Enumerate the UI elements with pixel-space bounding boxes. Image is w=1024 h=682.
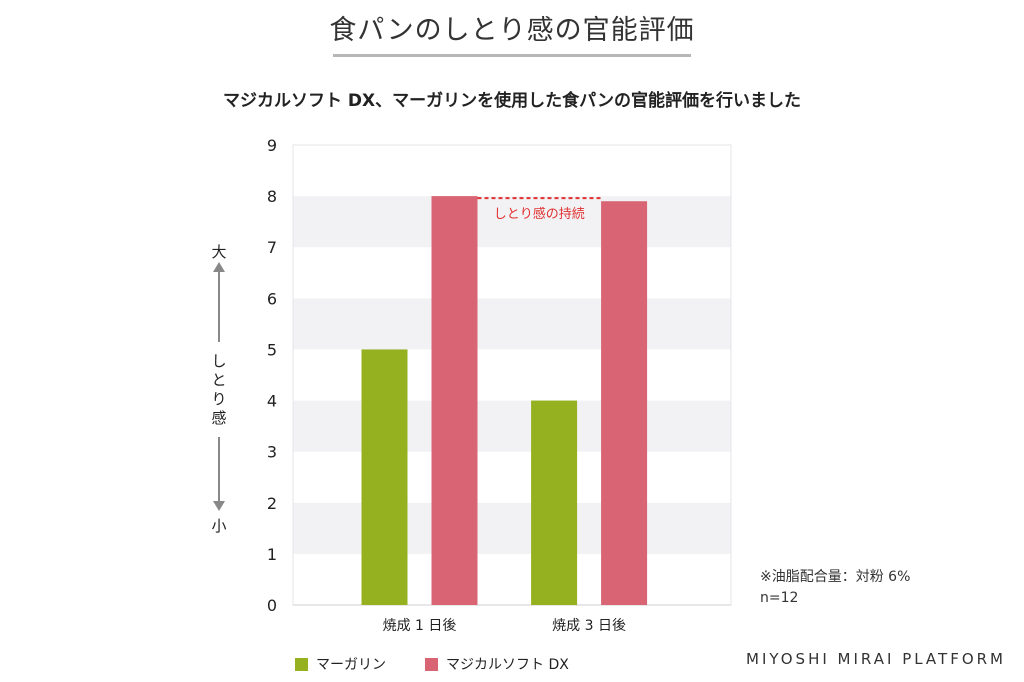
page-title: 食パンのしとり感の官能評価 (329, 15, 695, 46)
bar (531, 400, 578, 605)
y-tick-label: 9 (267, 136, 277, 155)
grid-band (293, 349, 731, 401)
grid-band (293, 400, 731, 452)
legend-label-margarine: マーガリン (316, 657, 386, 673)
grid-band (293, 298, 731, 350)
grid-band (293, 451, 731, 503)
y-tick-label: 2 (267, 494, 277, 513)
axis-note-large: 大 (211, 243, 227, 261)
legend-swatch-magical-soft (425, 657, 438, 671)
up-arrow-line (218, 270, 220, 342)
grid-band (293, 196, 731, 248)
y-tick-label: 5 (267, 340, 277, 359)
bar (431, 196, 478, 605)
legend-label-magical-soft: マジカルソフト DX (446, 657, 569, 673)
grid-band (293, 145, 731, 197)
x-tick-label: 焼成 3 日後 (552, 618, 626, 634)
grid-band (293, 502, 731, 554)
sample-size-note: n=12 (760, 590, 799, 606)
legend-item-magical-soft: マジカルソフト DX (425, 654, 569, 674)
legend-swatch-margarine (295, 657, 308, 671)
up-arrow-icon (213, 262, 225, 272)
grid-band (293, 553, 731, 605)
x-tick-label: 焼成 1 日後 (383, 618, 457, 634)
y-tick-label: 3 (267, 443, 277, 462)
annotation-label: しとり感の持続 (494, 206, 585, 222)
y-tick-label: 1 (267, 545, 277, 564)
down-arrow-icon (213, 501, 225, 511)
fat-ratio-note: ※油脂配合量：対粉 6% (760, 569, 911, 585)
grid-band (293, 247, 731, 299)
y-tick-label: 8 (267, 187, 277, 206)
brand-logo-text: MIYOSHI MIRAI PLATFORM (746, 650, 1006, 668)
bar (601, 201, 648, 605)
down-arrow-line (218, 437, 220, 503)
axis-note-small: 小 (211, 517, 227, 535)
legend-item-margarine: マーガリン (295, 654, 386, 674)
chart-subtitle: マジカルソフト DX、マーガリンを使用した食パンの官能評価を行いました (223, 91, 801, 111)
y-tick-label: 0 (267, 596, 277, 615)
y-tick-label: 7 (267, 238, 277, 257)
axis-note-moistness: しとり感 (211, 352, 227, 427)
y-tick-label: 6 (267, 289, 277, 308)
y-tick-label: 4 (267, 392, 277, 411)
title-underline (333, 54, 691, 57)
bar (361, 349, 408, 605)
